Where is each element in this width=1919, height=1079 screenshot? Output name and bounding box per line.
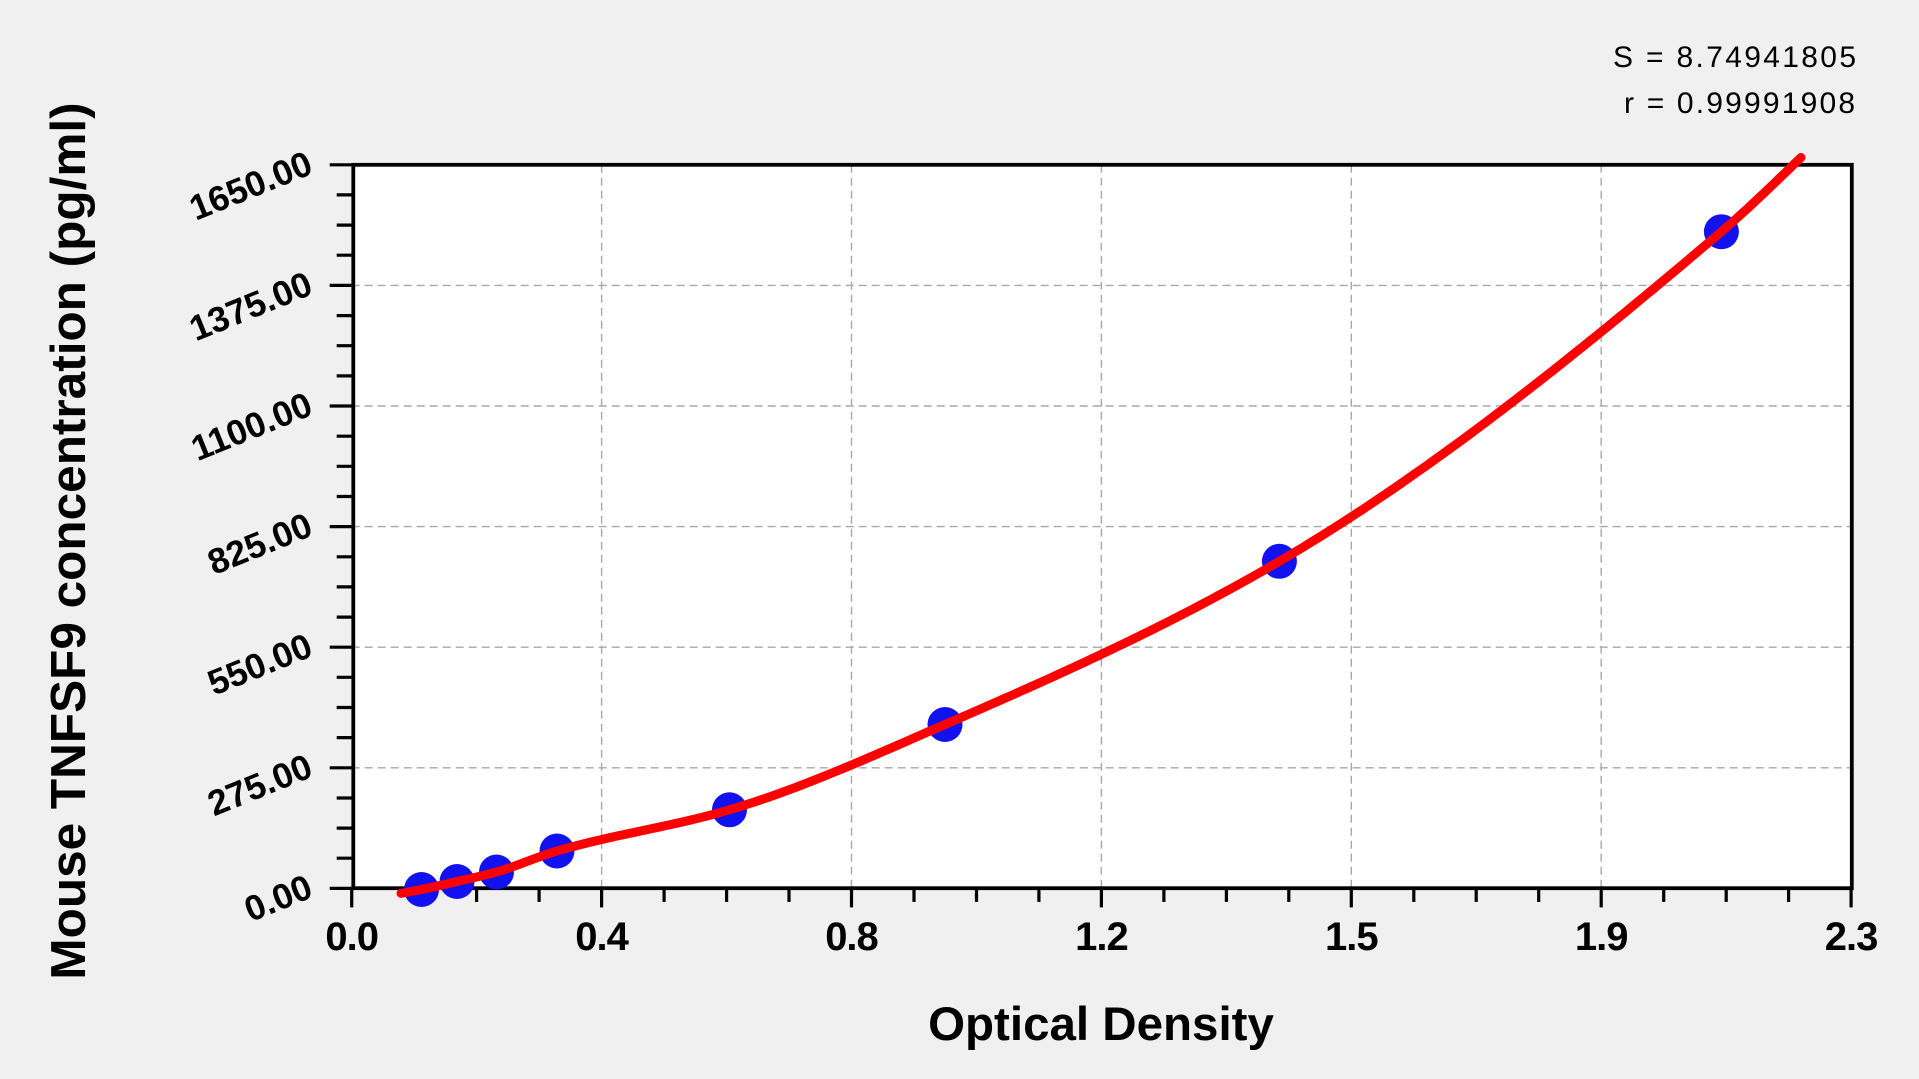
svg-text:0.4: 0.4 — [575, 915, 629, 959]
svg-text:S = 8.74941805: S = 8.74941805 — [1613, 41, 1856, 74]
svg-text:r = 0.99991908: r = 0.99991908 — [1624, 87, 1855, 120]
svg-text:0.0: 0.0 — [325, 915, 378, 959]
svg-text:2.3: 2.3 — [1825, 915, 1878, 959]
svg-text:0.8: 0.8 — [825, 915, 878, 959]
svg-text:1.9: 1.9 — [1575, 915, 1628, 959]
svg-text:1.2: 1.2 — [1075, 915, 1128, 959]
svg-text:Mouse TNFSF9 concentration (pg: Mouse TNFSF9 concentration (pg/ml) — [41, 102, 96, 979]
svg-text:1.5: 1.5 — [1325, 915, 1378, 959]
svg-text:Optical Density: Optical Density — [928, 998, 1274, 1051]
